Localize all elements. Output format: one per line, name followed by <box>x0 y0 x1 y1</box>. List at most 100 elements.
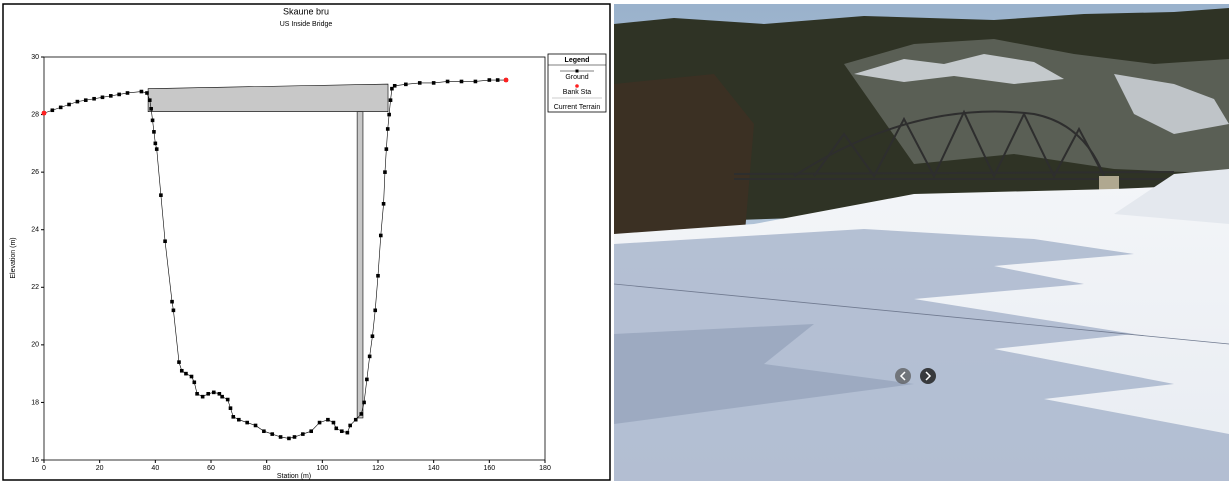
x-tick-label: 120 <box>372 465 384 472</box>
ground-point <box>163 239 167 243</box>
x-axis-label: Station (m) <box>277 473 311 480</box>
ground-point <box>148 98 152 102</box>
ground-point <box>334 427 338 431</box>
chart-subtitle: US Inside Bridge <box>280 21 333 28</box>
ground-point <box>220 395 224 399</box>
legend-label: Bank Sta <box>563 89 592 96</box>
ground-point <box>393 84 397 88</box>
ground-point <box>151 119 155 123</box>
ground-point <box>382 202 386 206</box>
previous-circle[interactable] <box>895 368 911 384</box>
ground-point <box>245 421 249 425</box>
ground-point <box>287 437 291 441</box>
ground-point <box>212 391 216 395</box>
ground-point <box>155 147 159 151</box>
ground-point <box>101 96 105 100</box>
ground-point <box>184 372 188 376</box>
ground-point <box>386 127 390 131</box>
ground-point <box>180 369 184 373</box>
ground-point <box>365 378 369 382</box>
x-tick-label: 40 <box>151 465 159 472</box>
ground-point <box>362 401 366 405</box>
ground-point <box>109 94 113 98</box>
bank-station <box>504 78 509 83</box>
ground-point <box>170 300 174 304</box>
ground-point <box>368 355 372 359</box>
ground-point <box>418 81 422 85</box>
x-tick-label: 100 <box>316 465 328 472</box>
ground-point <box>332 421 336 425</box>
ground-point <box>348 424 352 428</box>
ground-point <box>159 193 163 197</box>
bridge-pier <box>357 112 363 418</box>
x-tick-label: 0 <box>42 465 46 472</box>
legend-title: Legend <box>565 57 590 64</box>
x-tick-label: 160 <box>483 465 495 472</box>
next-button[interactable] <box>920 368 936 384</box>
ground-point <box>84 98 88 102</box>
ground-point <box>149 107 153 111</box>
previous-button[interactable] <box>895 368 911 384</box>
ground-point <box>474 80 478 84</box>
ground-point <box>488 78 492 82</box>
ground-point <box>460 80 464 84</box>
legend-swatch <box>575 84 579 88</box>
ground-point <box>385 147 389 151</box>
ground-point <box>237 418 241 422</box>
ground-point <box>154 142 158 146</box>
ground-point <box>293 435 297 439</box>
y-tick-label: 30 <box>31 54 39 61</box>
ground-point <box>354 418 358 422</box>
ground-point <box>140 90 144 94</box>
ground-point <box>383 170 387 174</box>
ground-point <box>387 113 391 117</box>
ground-point <box>279 435 283 439</box>
ground-point <box>301 432 305 436</box>
ground-point <box>346 431 350 435</box>
ground-point <box>190 375 194 379</box>
chart: Skaune bru US Inside Bridge Elevation (m… <box>0 0 612 481</box>
y-tick-label: 18 <box>31 399 39 406</box>
y-tick-label: 24 <box>31 227 39 234</box>
ground-point <box>206 392 210 396</box>
next-circle[interactable] <box>920 368 936 384</box>
ground-point <box>379 234 383 238</box>
y-axis-label: Elevation (m) <box>10 237 17 278</box>
ground-point <box>254 424 258 428</box>
ground-point <box>326 418 330 422</box>
bridge-deck <box>148 84 388 112</box>
ground-point <box>389 98 393 102</box>
y-tick-label: 28 <box>31 111 39 118</box>
ground-point <box>172 309 176 313</box>
ground-point <box>152 130 156 134</box>
ground-point <box>92 97 96 101</box>
ground-point <box>67 103 71 107</box>
ground-point <box>145 91 149 95</box>
legend-label: Ground <box>565 74 588 81</box>
x-tick-label: 140 <box>428 465 440 472</box>
ground-point <box>76 100 80 104</box>
ground-point <box>404 83 408 87</box>
ground-point <box>51 108 55 112</box>
ground-point <box>226 398 230 402</box>
ground-point <box>270 432 274 436</box>
ground-point <box>340 429 344 433</box>
ground-point <box>126 91 130 95</box>
ground-point <box>432 81 436 85</box>
ground-point <box>309 429 313 433</box>
legend-label: Current Terrain <box>554 104 601 111</box>
ground-point <box>177 360 181 364</box>
ground-point <box>193 380 197 384</box>
y-tick-label: 22 <box>31 284 39 291</box>
ground-point <box>318 421 322 425</box>
ground-point <box>373 309 377 313</box>
ground-point <box>360 412 364 416</box>
ground-point <box>195 392 199 396</box>
y-tick-label: 16 <box>31 457 39 464</box>
ground-point <box>446 80 450 84</box>
ground-point <box>117 93 121 97</box>
y-tick-label: 26 <box>31 169 39 176</box>
ground-point <box>201 395 205 399</box>
ground-point <box>229 406 233 410</box>
x-tick-label: 80 <box>263 465 271 472</box>
